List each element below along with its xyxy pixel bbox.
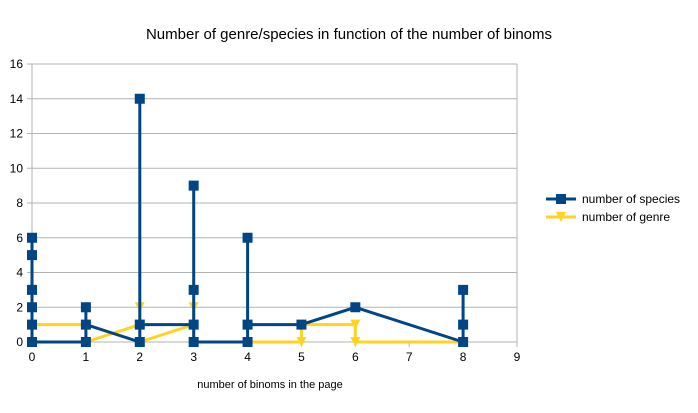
x-tick-label: 1 [83,350,90,364]
x-tick-label: 8 [460,350,467,364]
data-point [27,232,37,243]
data-point [188,284,199,295]
series-number-of-species [27,93,469,347]
data-point [134,319,145,330]
legend-label: number of species [582,192,680,206]
data-point [27,337,37,347]
data-point [27,302,37,313]
legend-entry: number of genre [546,210,670,224]
data-point [296,319,307,330]
y-tick-label: 14 [10,92,24,106]
y-tick-label: 10 [10,161,24,175]
data-point [80,337,91,347]
data-point [188,319,199,330]
x-tick-label: 7 [406,350,413,364]
data-point [27,250,37,261]
y-tick-label: 4 [16,266,23,280]
data-point [350,302,361,313]
data-point [27,319,37,330]
data-point [242,337,253,347]
legend-entry: number of species [546,192,680,206]
data-point [242,232,253,243]
x-tick-label: 9 [514,350,521,364]
data-point [242,319,253,330]
grid-lines [31,63,518,343]
series-group [27,93,469,347]
x-tick-label: 5 [298,350,305,364]
data-point [134,337,145,347]
y-tick-label: 16 [10,57,24,71]
data-point [350,319,361,330]
x-tick-label: 6 [352,350,359,364]
legend-swatch-marker [556,194,566,204]
x-axis-label: number of binoms in the page [197,379,343,391]
data-point [80,302,91,313]
x-tick-label: 2 [136,350,143,364]
y-tick-label: 2 [16,300,23,314]
data-point [188,337,199,347]
data-point [188,180,199,191]
x-tick-label: 0 [29,350,36,364]
data-point [350,337,361,347]
chart-title: Number of genre/species in function of t… [146,26,552,43]
data-point [296,337,307,347]
x-tick-label: 3 [190,350,197,364]
data-point [458,337,469,347]
y-tick-label: 12 [10,127,24,141]
data-point [458,319,469,330]
y-tick-label: 0 [16,335,23,349]
x-tick-label: 4 [244,350,251,364]
legend: number of species number of genre [546,192,680,224]
data-point [27,284,37,295]
data-point [80,319,91,330]
legend-label: number of genre [582,210,670,224]
y-tick-label: 6 [16,231,23,245]
data-point [458,284,469,295]
data-point [134,93,145,104]
y-tick-label: 8 [16,196,23,210]
legend-swatch-marker [556,212,566,222]
